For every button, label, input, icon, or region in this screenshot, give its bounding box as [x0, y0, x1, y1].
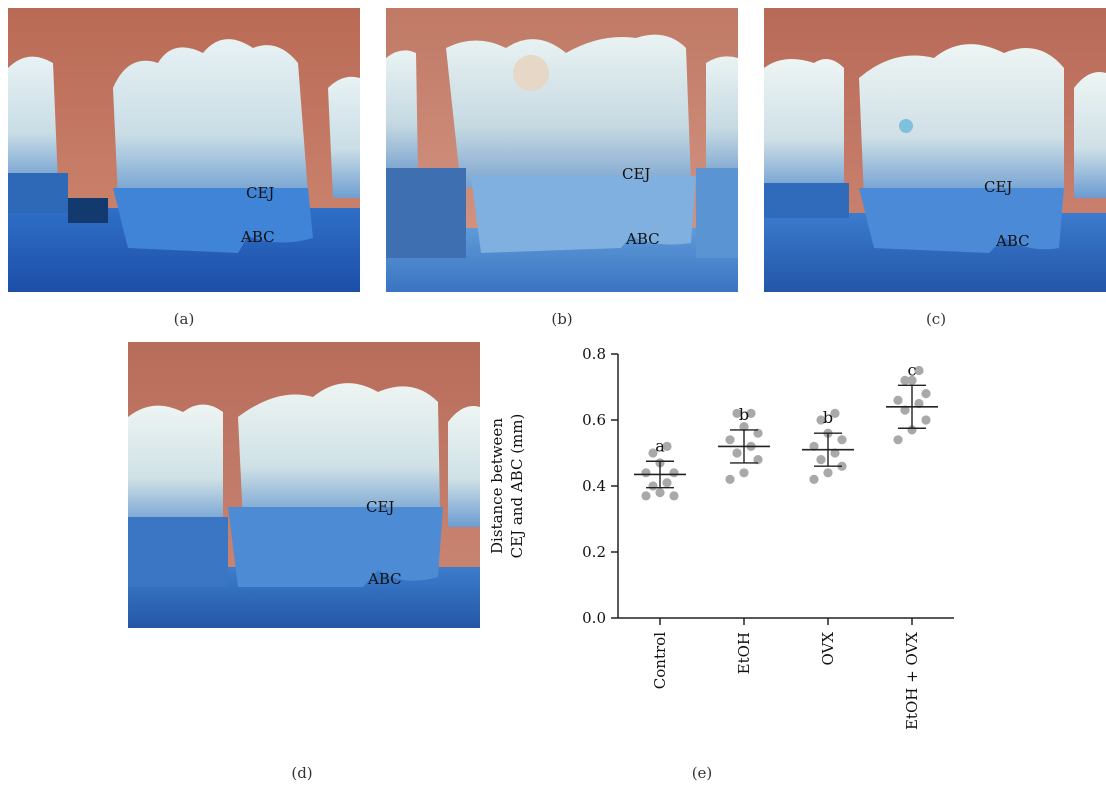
chart-marks: a b b c	[634, 360, 938, 501]
significance-label: b	[823, 408, 833, 427]
data-point	[816, 455, 826, 465]
x-tick-label: OVX	[819, 632, 837, 666]
dental-photo-a: CEJ ABC	[8, 8, 360, 292]
cej-label: CEJ	[622, 165, 650, 183]
abc-label: ABC	[240, 228, 275, 246]
data-point	[732, 448, 742, 458]
y-axis-label: CEJ and ABC (mm)	[508, 414, 526, 559]
y-tick-label: 0.6	[582, 411, 606, 429]
data-point	[893, 395, 903, 405]
photo-panel-b: CEJ ABC	[386, 8, 738, 292]
data-point	[669, 491, 679, 501]
cej-label: CEJ	[366, 498, 394, 516]
data-point	[648, 481, 658, 491]
significance-label: c	[908, 360, 917, 379]
cej-label: CEJ	[246, 184, 274, 202]
data-point	[914, 398, 924, 409]
x-tick-label: EtOH	[735, 632, 753, 674]
dental-photo-d: CEJ ABC	[128, 342, 480, 628]
y-tick-label: 0.8	[582, 345, 606, 363]
cej-label: CEJ	[984, 178, 1012, 196]
data-point	[900, 375, 910, 385]
data-point	[725, 474, 735, 484]
data-point	[921, 415, 931, 425]
photo-panel-c: CEJ ABC	[764, 8, 1106, 292]
caption-d: (d)	[291, 764, 313, 782]
abc-label: ABC	[367, 570, 402, 588]
data-point	[921, 389, 931, 399]
caption-a: (a)	[173, 310, 195, 328]
data-point	[732, 408, 742, 418]
data-point	[753, 428, 763, 438]
data-point	[648, 448, 658, 458]
data-point	[809, 441, 819, 451]
data-point	[837, 435, 847, 445]
photo-panel-a: CEJ ABC	[8, 8, 360, 292]
data-point	[669, 468, 679, 478]
data-point	[739, 468, 749, 478]
caption-c: (c)	[925, 310, 947, 328]
chart-axes: 0.0 0.2 0.4 0.6 0.8 Distance between CEJ and A…	[488, 345, 954, 730]
data-point	[739, 422, 749, 432]
data-point	[809, 474, 819, 484]
data-point	[830, 448, 840, 458]
caption-b: (b)	[551, 310, 573, 328]
y-tick-label: 0.4	[582, 477, 606, 495]
photo-panel-d: CEJ ABC	[128, 342, 480, 628]
scatter-chart: 0.0 0.2 0.4 0.6 0.8 Distance between CEJ and A…	[488, 345, 954, 730]
data-point	[823, 468, 833, 478]
significance-label: a	[655, 436, 665, 455]
data-point	[900, 405, 910, 415]
data-point	[893, 435, 903, 445]
y-tick-label: 0.2	[582, 543, 606, 561]
data-point	[655, 488, 665, 498]
x-tick-label: EtOH + OVX	[903, 632, 921, 730]
data-point	[746, 408, 756, 418]
data-point	[914, 365, 924, 376]
data-point	[907, 375, 917, 385]
data-point	[662, 441, 672, 451]
data-point	[830, 408, 840, 418]
data-point	[753, 455, 763, 465]
data-point	[641, 491, 651, 501]
data-point	[816, 415, 826, 425]
dental-photo-b: CEJ ABC	[386, 8, 738, 292]
data-point	[641, 468, 651, 478]
data-point	[662, 478, 672, 488]
data-point	[725, 435, 735, 445]
y-axis-label: Distance between	[488, 418, 506, 554]
abc-label: ABC	[625, 230, 660, 248]
abc-label: ABC	[995, 232, 1030, 250]
caption-e: (e)	[691, 764, 713, 782]
scatter-chart-panel: 0.0 0.2 0.4 0.6 0.8 Distance between CEJ and A…	[470, 330, 990, 760]
x-tick-label: Control	[651, 632, 669, 689]
significance-label: b	[739, 405, 749, 424]
dental-photo-c: CEJ ABC	[764, 8, 1106, 292]
y-tick-label: 0.0	[582, 609, 606, 627]
